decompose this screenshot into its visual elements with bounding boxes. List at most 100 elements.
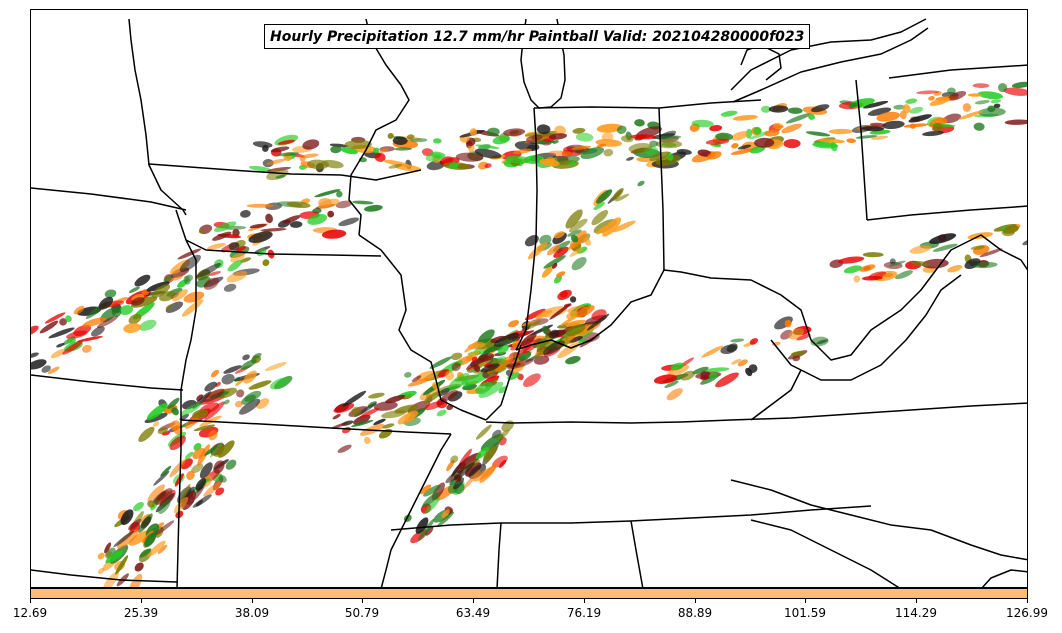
precip-blob <box>179 402 202 417</box>
precip-blob <box>337 444 352 453</box>
precip-blob <box>768 105 789 113</box>
precip-blob <box>97 567 105 575</box>
precip-blob <box>426 160 445 171</box>
precip-blob <box>429 356 452 369</box>
precip-blob <box>331 422 349 429</box>
precip-blob <box>569 335 583 343</box>
precip-blob <box>140 516 152 529</box>
precip-blob <box>165 301 184 313</box>
precip-blob <box>484 163 492 169</box>
precip-blob <box>542 325 550 335</box>
precip-blob <box>186 470 195 481</box>
boundary-il-ohio <box>485 344 522 421</box>
precip-blob <box>637 180 645 187</box>
precip-blob <box>249 223 267 229</box>
precip-blob <box>888 260 906 267</box>
precip-blob <box>215 487 225 496</box>
precip-blob <box>363 436 371 444</box>
precip-blob <box>676 149 692 155</box>
precip-blob <box>596 189 613 204</box>
precip-blob <box>492 135 511 145</box>
precip-blob <box>425 153 443 162</box>
state-boundaries <box>31 18 1027 587</box>
precip-blob <box>1022 239 1027 246</box>
precip-blob <box>784 319 792 328</box>
precip-blob <box>958 110 983 120</box>
precip-blob <box>843 265 862 274</box>
boundary-nc <box>730 479 1027 561</box>
precip-blob <box>1011 81 1027 89</box>
precip-blob <box>73 305 85 315</box>
precip-blob <box>568 218 588 233</box>
precip-blob <box>169 420 181 431</box>
precip-blob <box>385 394 406 404</box>
colorbar-tick-label: 38.09 <box>234 606 270 620</box>
precip-blob <box>876 111 900 122</box>
precip-blob <box>596 225 608 235</box>
precip-blob <box>469 128 477 136</box>
precip-blob <box>179 413 190 421</box>
precip-blob <box>559 290 568 298</box>
precip-blob <box>720 344 738 355</box>
precip-blob <box>543 255 566 269</box>
precip-blob <box>208 430 218 441</box>
precip-blob <box>539 234 552 246</box>
precip-blob <box>41 365 51 373</box>
precip-blob <box>813 142 835 148</box>
precip-blob <box>962 103 972 112</box>
precip-blob <box>615 193 630 202</box>
precip-blob <box>494 333 520 347</box>
precip-blob <box>583 237 591 246</box>
precip-blob <box>204 445 218 456</box>
precip-blob <box>567 229 582 237</box>
precip-blob <box>423 391 442 404</box>
precip-blob <box>198 229 206 234</box>
precip-blob <box>987 105 996 113</box>
precip-blob <box>774 125 784 129</box>
precip-blob <box>491 461 499 468</box>
precip-blob <box>909 245 932 254</box>
precip-blob <box>302 139 320 150</box>
precip-blob <box>972 83 990 89</box>
precip-blob <box>692 366 709 375</box>
precip-blob <box>575 132 594 142</box>
precip-blob <box>973 262 998 269</box>
precip-blob <box>364 204 383 212</box>
boundary-mo-ar <box>180 419 452 435</box>
precip-blob <box>571 256 587 271</box>
precip-blob <box>569 247 584 257</box>
precip-blob <box>419 386 441 401</box>
precip-blob <box>157 427 168 435</box>
precip-blob <box>193 424 216 432</box>
precip-blob <box>869 122 886 128</box>
precip-blob <box>173 496 189 514</box>
precip-blob <box>477 329 495 345</box>
precip-blob <box>352 200 374 205</box>
precip-blob <box>947 265 963 273</box>
precip-blob <box>811 104 830 113</box>
precip-blob <box>275 174 286 179</box>
precip-blob <box>704 367 730 373</box>
precip-blob <box>462 469 481 491</box>
precip-blob <box>382 423 395 429</box>
precip-blob <box>868 271 887 280</box>
precip-blob <box>260 228 287 232</box>
precip-blob <box>407 377 431 387</box>
precip-blob <box>487 127 500 137</box>
precip-blob <box>521 320 536 327</box>
precip-blob <box>265 213 273 224</box>
precip-blob <box>554 125 566 136</box>
precip-blob <box>111 307 122 317</box>
precip-blob <box>916 90 940 95</box>
precip-blob <box>905 98 918 104</box>
colorbar-tick-label: 114.29 <box>895 606 937 620</box>
boundary-in-oh <box>658 107 665 271</box>
boundary-ia-north <box>31 187 187 211</box>
precip-blob <box>210 369 220 378</box>
precip-blob <box>321 229 347 239</box>
map-panel: Hourly Precipitation 12.7 mm/hr Paintbal… <box>30 9 1028 588</box>
precip-blob <box>862 100 889 109</box>
precip-blob <box>494 355 514 372</box>
boundary-mississippi-upper <box>348 18 410 236</box>
precip-blob <box>158 499 171 514</box>
